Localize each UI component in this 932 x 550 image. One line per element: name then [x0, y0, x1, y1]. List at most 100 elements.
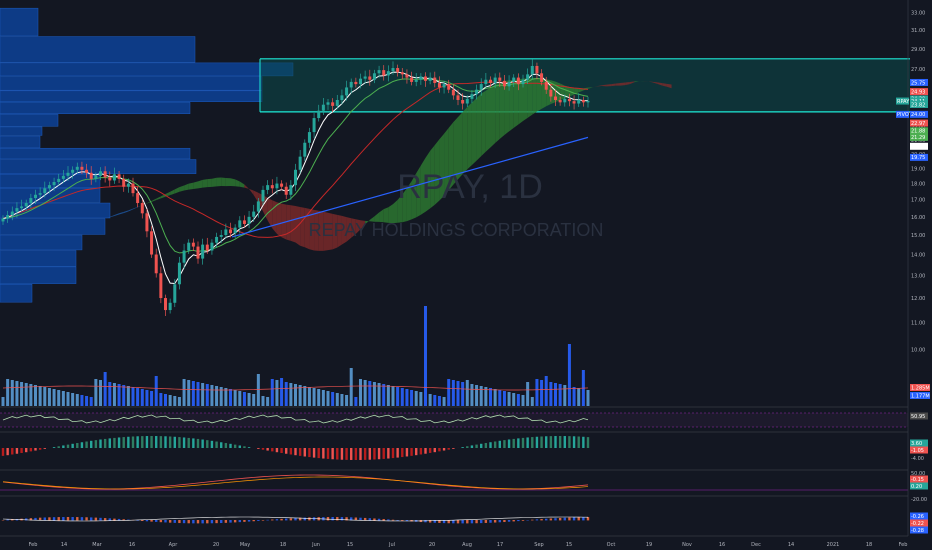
- histogram-bar-93: [433, 448, 436, 453]
- candle-body-17: [80, 166, 84, 170]
- histogram-bar-115: [535, 436, 539, 448]
- volume-bar-31: [145, 390, 149, 406]
- time-tick-label: May: [240, 542, 250, 548]
- momentum-bar-38: [178, 520, 181, 524]
- histogram-bar-53: [247, 447, 251, 448]
- candle-body-11: [52, 181, 56, 186]
- cloud-segment-48: [323, 211, 328, 251]
- momentum-bar-2: [11, 519, 14, 521]
- cloud-segment-56: [360, 220, 366, 230]
- histogram-bar-4: [20, 448, 23, 453]
- cloud-segment-12: [156, 196, 161, 201]
- volume-bar-28: [131, 387, 135, 406]
- volume-ma-line: [2, 385, 589, 391]
- histogram-bar-15: [71, 443, 74, 448]
- histogram-bar-47: [220, 442, 223, 448]
- momentum-bar-101: [470, 520, 474, 524]
- momentum-bar-64: [298, 517, 302, 521]
- volume-bar-36: [168, 395, 172, 406]
- momentum-bar-84: [391, 519, 395, 521]
- histogram-bar-43: [201, 439, 204, 448]
- price-tick-label: 10.00: [911, 348, 925, 354]
- histogram-bar-106: [493, 441, 497, 448]
- cloud-segment-84: [490, 84, 496, 148]
- range-box[interactable]: [259, 58, 910, 113]
- histogram-bar-76: [354, 448, 358, 460]
- candle-body-124: [577, 99, 581, 104]
- volume-bar-95: [442, 397, 446, 406]
- cloud-segment-94: [536, 78, 542, 112]
- histogram-bar-45: [210, 440, 214, 448]
- cloud-segment-110: [611, 83, 616, 87]
- price-badge-12: [910, 153, 928, 161]
- candle-body-27: [126, 183, 130, 187]
- volume-bar-25: [117, 384, 121, 406]
- histogram-bar-107: [498, 440, 501, 448]
- cloud-segment-69: [420, 157, 426, 215]
- candle-body-75: [349, 81, 353, 88]
- momentum-bar-120: [558, 517, 562, 521]
- histogram-bar-50: [233, 444, 237, 448]
- price-badge-11: [910, 142, 928, 150]
- momentum-bar-65: [303, 517, 306, 521]
- momentum-bar-26: [122, 519, 125, 521]
- momentum-bar-48: [224, 520, 228, 523]
- candle-body-16: [75, 166, 79, 170]
- momentum-bar-111: [517, 520, 520, 522]
- candle-body-101: [470, 94, 474, 99]
- cloud-segment-72: [434, 139, 440, 205]
- volume-bar-89: [414, 391, 418, 406]
- candle-body-26: [122, 178, 126, 187]
- momentum-bar-94: [438, 520, 441, 523]
- candle-body-58: [270, 185, 274, 189]
- histogram-bar-26: [122, 437, 125, 448]
- histogram-bar-87: [405, 448, 409, 457]
- volume-bar-35: [164, 394, 167, 406]
- histogram-bar-64: [298, 448, 302, 456]
- candle-body-43: [201, 244, 205, 259]
- momentum-bar-103: [480, 520, 483, 524]
- candle-body-7: [34, 194, 37, 199]
- histogram-bar-29: [136, 436, 139, 448]
- volume-bars: [1, 306, 590, 406]
- momentum-bar-41: [192, 520, 195, 524]
- cloud-segment-18: [184, 183, 189, 191]
- candle-body-68: [317, 110, 321, 119]
- histogram-bar-42: [196, 438, 200, 448]
- momentum-bar-43: [201, 520, 204, 524]
- histogram-bar-51: [238, 445, 241, 448]
- volume-bar-2: [10, 380, 14, 406]
- momentum-bar-86: [401, 520, 404, 521]
- momentum-bar-59: [275, 519, 279, 521]
- cloud-segment-16: [174, 187, 180, 194]
- candle-body-95: [442, 84, 446, 88]
- price-tick-label: 14.00: [911, 253, 925, 259]
- candle-body-92: [428, 77, 432, 81]
- pane-badge-label-4: 50.00: [911, 471, 925, 477]
- histogram-bar-99: [461, 447, 464, 448]
- cloud-segment-92: [527, 77, 533, 118]
- cloud-segment-36: [267, 197, 273, 229]
- histogram-bar-5: [25, 448, 28, 453]
- momentum-bar-52: [243, 520, 246, 522]
- histogram-bar-67: [312, 448, 316, 458]
- cloud-segment-76: [453, 117, 458, 185]
- cloud-segment-50: [332, 213, 338, 250]
- candle-body-23: [108, 177, 112, 181]
- price-tick-label: 15.00: [911, 233, 925, 239]
- momentum-bar-30: [141, 520, 144, 521]
- pane-badge-1: [910, 439, 928, 447]
- time-tick-label: 15: [566, 542, 572, 548]
- volume-bar-109: [507, 392, 511, 406]
- time-axis[interactable]: Feb 14 Mar 16 Apr 20 May 18 Jun 15 Jul 20 Aug 17 Sep 15…: [0, 535, 908, 548]
- cloud-segment-119: [653, 81, 658, 84]
- time-tick-label: Feb: [29, 542, 38, 548]
- histogram-bar-22: [103, 438, 107, 448]
- volume-bar-10: [47, 388, 51, 406]
- momentum-bar-11: [52, 517, 56, 521]
- volume-bar-83: [386, 385, 390, 406]
- time-tick-label: Nov: [682, 542, 692, 548]
- time-tick-label: 16: [719, 542, 725, 548]
- trendline[interactable]: [231, 136, 589, 238]
